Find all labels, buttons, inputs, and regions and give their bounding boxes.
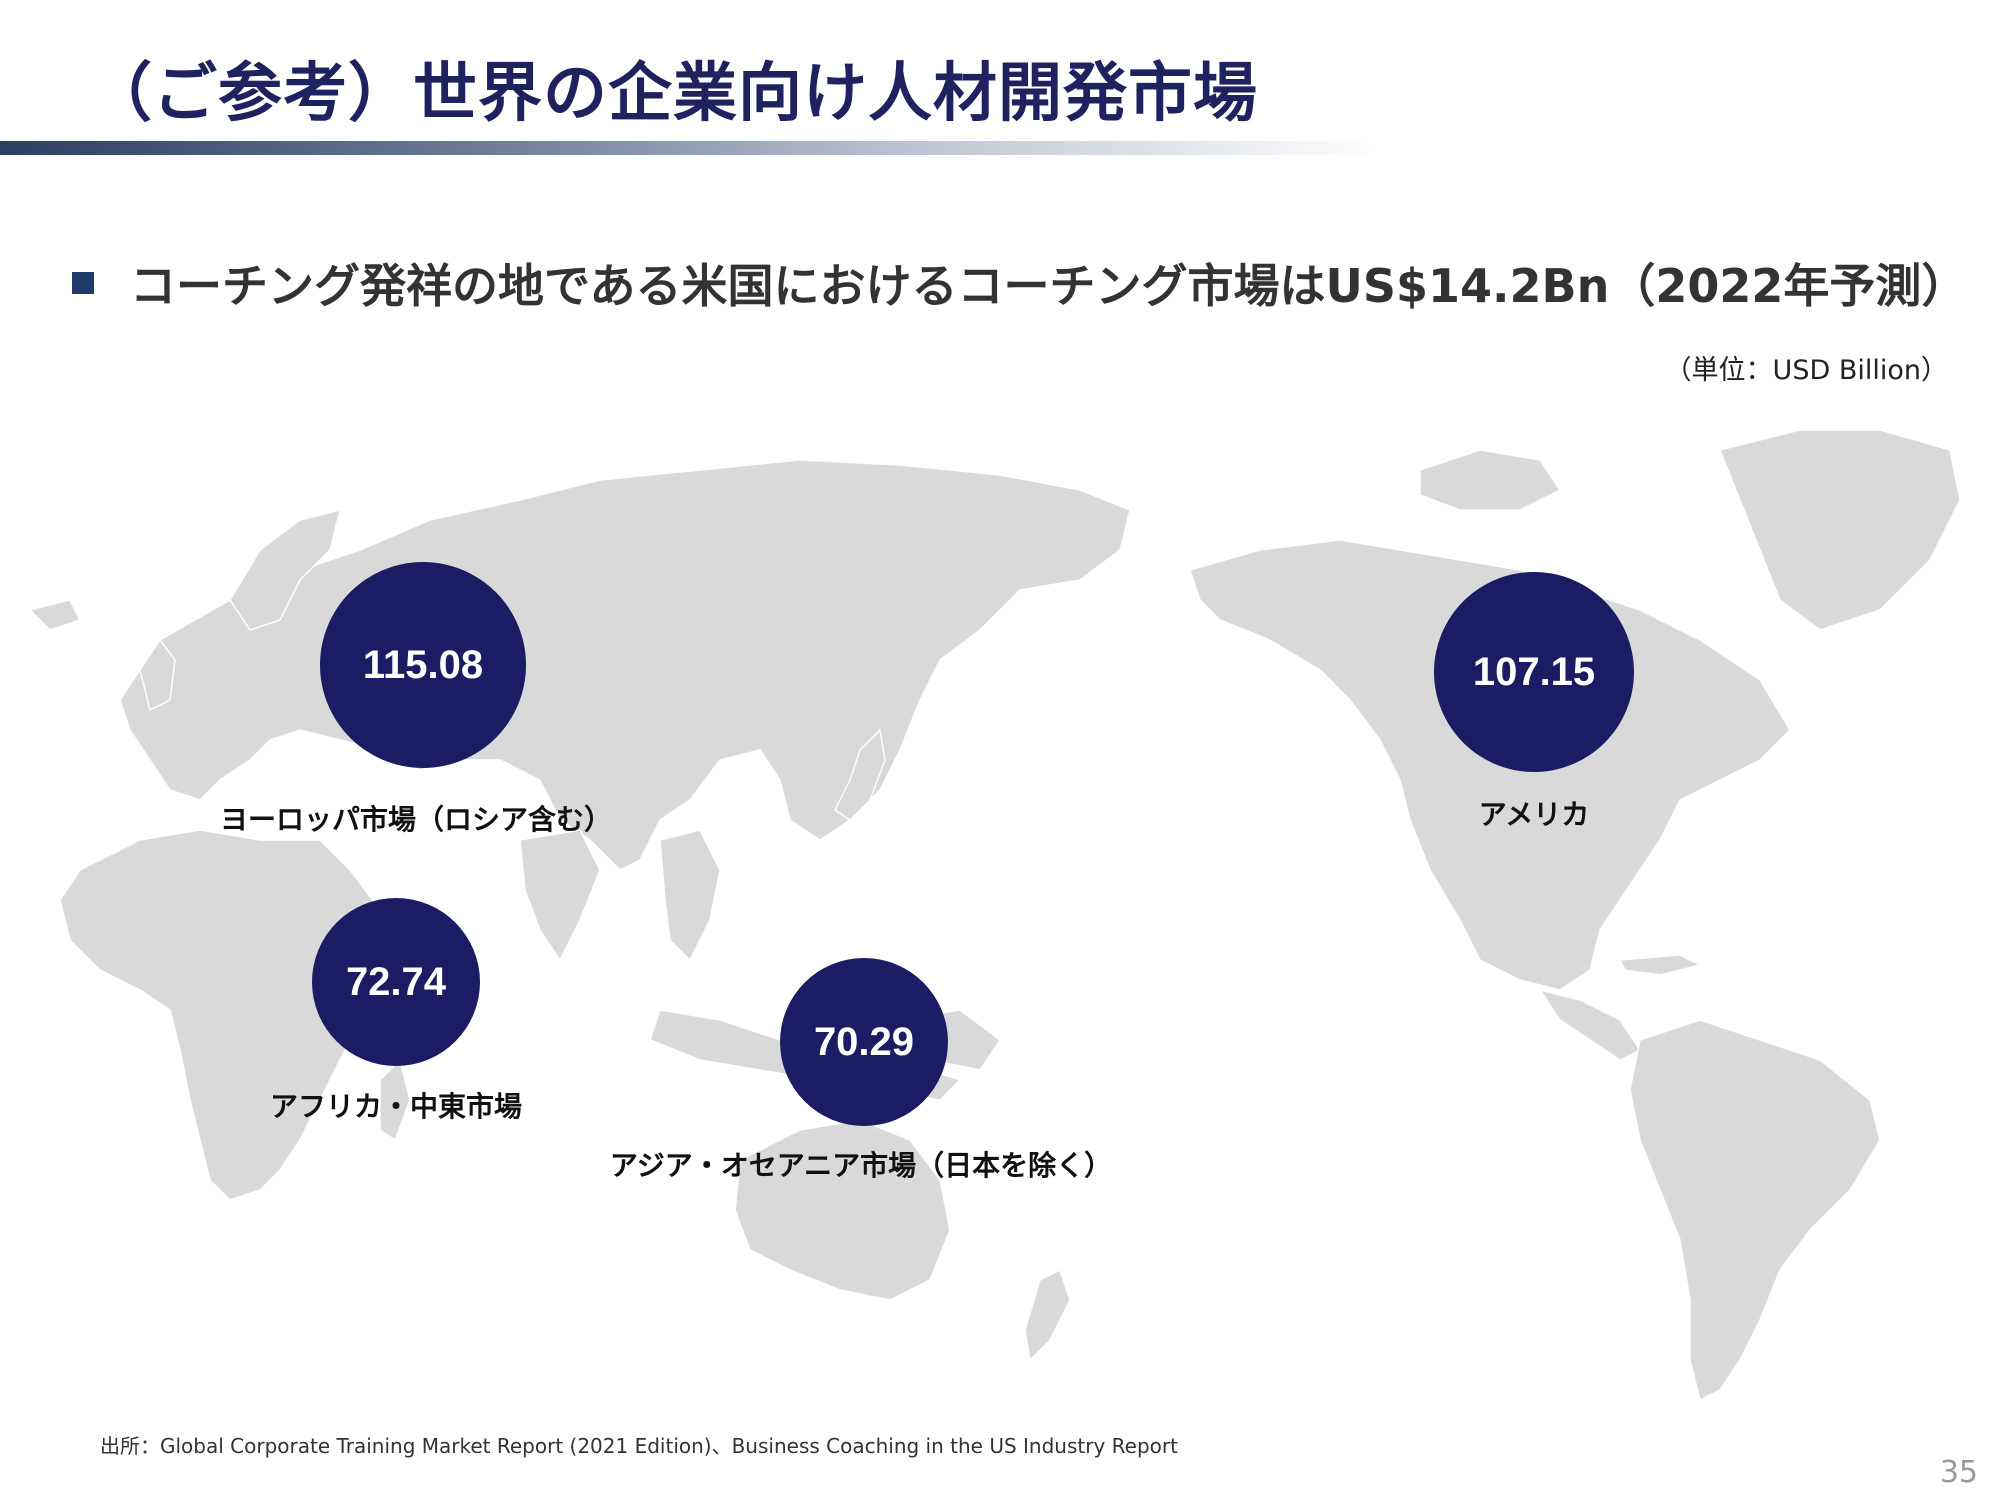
iceland-shape — [28, 599, 82, 631]
key-point-text: コーチング発祥の地である米国におけるコーチング市場はUS$14.2Bn（2022… — [130, 259, 1968, 313]
title-underline — [0, 141, 1380, 155]
uk-shape — [139, 638, 176, 712]
market-value-africa-middle-east: 72.74 — [312, 898, 480, 1066]
page-number: 35 — [1939, 1455, 1978, 1490]
caribbean-shape — [1618, 954, 1703, 976]
source-note: 出所：Global Corporate Training Market Repo… — [100, 1434, 1178, 1458]
japan-shape — [834, 728, 886, 821]
scandinavia-shape — [229, 508, 342, 631]
square-bullet-icon — [72, 272, 94, 294]
market-label-europe: ヨーロッパ市場（ロシア含む） — [219, 803, 613, 836]
arctic-islands-shape — [1419, 449, 1562, 511]
africa-shape — [59, 829, 401, 1201]
slide-title: （ご参考）世界の企業向け人材開発市場 — [88, 57, 1258, 131]
southeast-asia-shape — [659, 829, 721, 962]
market-value-asia-oceania: 70.29 — [780, 958, 948, 1126]
market-value-europe: 115.08 — [320, 562, 526, 768]
market-label-america: アメリカ — [1478, 798, 1590, 831]
new-zealand-shape — [1024, 1268, 1071, 1362]
central-america-shape — [1538, 988, 1642, 1061]
unit-label: （単位：USD Billion） — [1664, 355, 1948, 386]
greenland-shape — [1718, 429, 1961, 631]
market-value-america: 107.15 — [1434, 572, 1634, 772]
market-label-africa-middle-east: アフリカ・中東市場 — [269, 1090, 523, 1123]
world-map — [28, 429, 1961, 1402]
south-america-shape — [1629, 1019, 1881, 1402]
india-shape — [519, 829, 601, 962]
key-point: コーチング発祥の地である米国におけるコーチング市場はUS$14.2Bn（2022… — [72, 250, 1967, 316]
market-label-asia-oceania: アジア・オセアニア市場（日本を除く） — [609, 1149, 1113, 1182]
